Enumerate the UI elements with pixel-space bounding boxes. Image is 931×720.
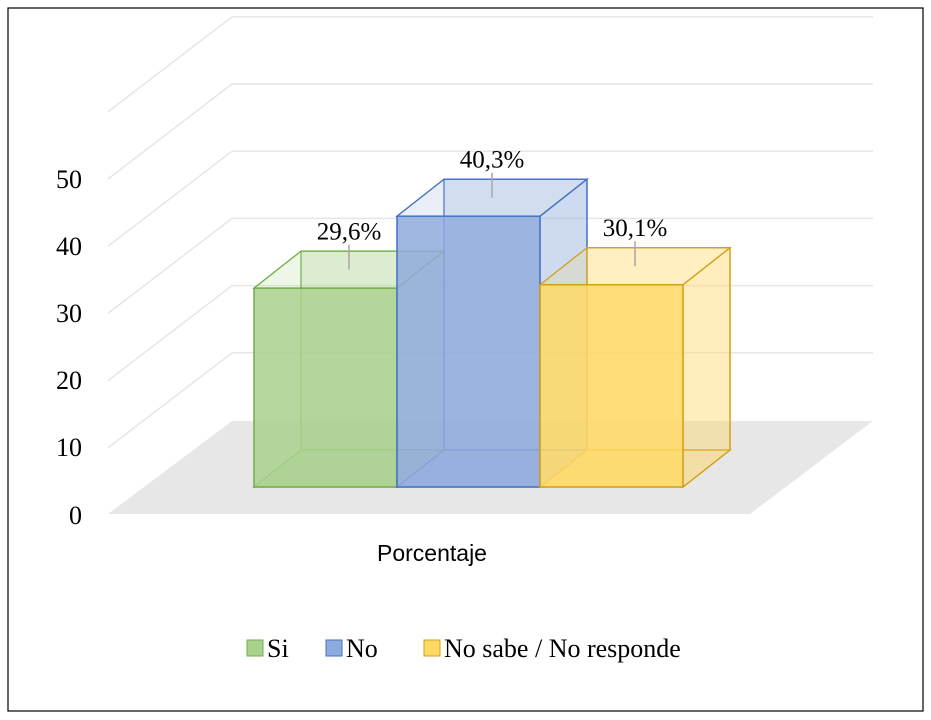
gridline [107,217,233,314]
bar-front-face [539,283,684,488]
bar-front-face [396,215,541,488]
data-label: 40,3% [460,147,525,174]
gridline [107,352,233,449]
bar-front-face [253,287,398,488]
legend-label-si: Si [267,634,289,663]
bars [252,177,732,489]
y-tick-label: 20 [56,366,82,395]
gridline [107,150,233,247]
data-label: 30,1% [603,215,668,242]
data-labels: 29,6% 40,3% 30,1% [317,147,668,270]
legend-swatch-no-sabe [423,639,441,657]
y-tick-label: 0 [69,501,82,530]
bar-side-face [682,246,731,489]
y-axis-ticks: 0 10 20 30 40 50 [56,165,82,530]
gridline [107,16,233,113]
legend: Si No No sabe / No responde [246,634,681,663]
y-tick-label: 30 [56,299,82,328]
legend-label-no: No [346,634,378,663]
legend-swatch-si [246,639,264,657]
bar-3 [538,246,732,489]
legend-swatch-no [325,639,343,657]
gridline [107,285,233,382]
category-label: Porcentaje [377,540,487,566]
y-tick-label: 10 [56,433,82,462]
y-tick-label: 50 [56,165,82,194]
gridline [107,83,233,180]
legend-label-no-sabe: No sabe / No responde [444,634,681,663]
data-label: 29,6% [317,219,382,246]
y-tick-label: 40 [56,232,82,261]
